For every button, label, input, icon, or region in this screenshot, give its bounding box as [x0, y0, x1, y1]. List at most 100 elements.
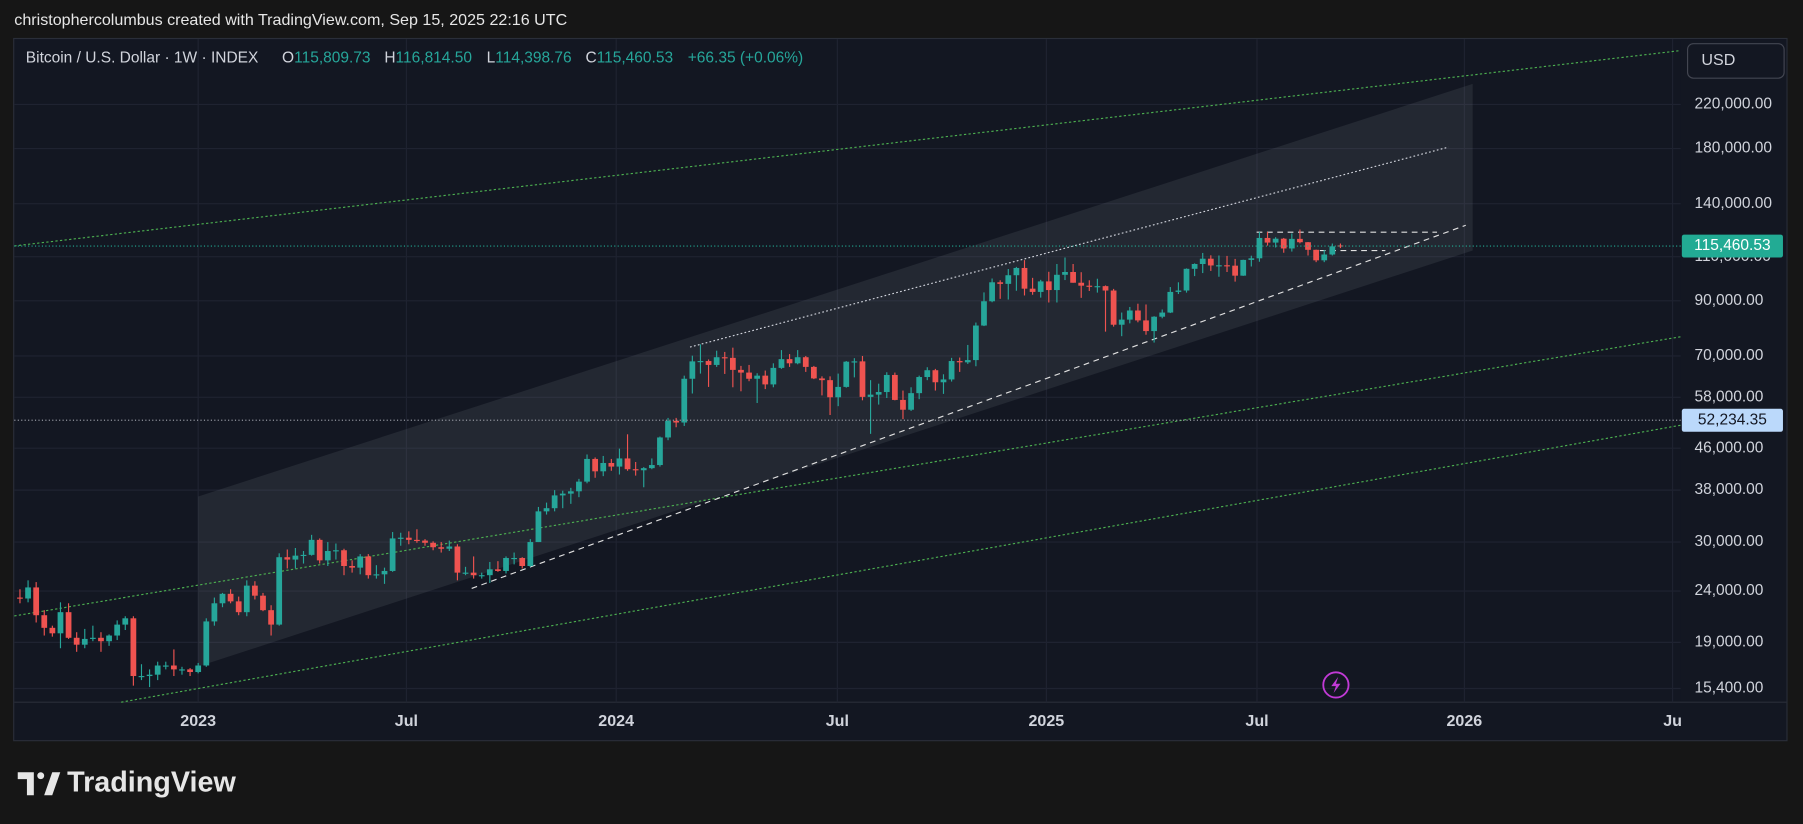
candle-body — [381, 570, 388, 575]
candle-body — [316, 539, 323, 561]
x-tick-label: Jul — [1245, 712, 1268, 730]
candle-body — [956, 361, 963, 363]
candle-body — [681, 378, 688, 423]
candle-body — [1264, 237, 1271, 243]
candle-body — [1005, 275, 1012, 284]
y-tick-label: 180,000.00 — [1694, 140, 1772, 157]
candle-body — [908, 393, 914, 410]
x-tick-label: 2024 — [598, 712, 634, 730]
candle-body — [292, 555, 299, 560]
candle-body — [567, 491, 574, 494]
candle-body — [1329, 246, 1336, 255]
candle-body — [260, 595, 266, 611]
candle-body — [1118, 319, 1125, 325]
candle-body — [1240, 259, 1247, 276]
candle-body — [162, 665, 169, 667]
legend-change: +66.35 (+0.06%) — [688, 50, 803, 67]
y-tick-label: 38,000.00 — [1694, 481, 1763, 498]
candle-body — [324, 551, 331, 561]
legend-key: C — [585, 50, 596, 67]
candle-body — [584, 458, 590, 482]
candle-body — [1337, 245, 1344, 247]
candle-body — [268, 610, 274, 625]
candle-body — [600, 462, 607, 472]
candle-body — [632, 469, 639, 471]
candle-body — [616, 458, 623, 467]
x-tick-label: 2025 — [1028, 712, 1064, 730]
candle-body — [486, 569, 493, 576]
candle-body — [171, 665, 177, 670]
candle-body — [543, 508, 550, 512]
x-tick-label: Jul — [395, 712, 418, 730]
candle-body — [81, 638, 88, 645]
candle-body — [1232, 265, 1238, 276]
candle-body — [25, 587, 31, 599]
candle-body — [1313, 249, 1320, 261]
candle-body — [235, 601, 242, 613]
candle-body — [227, 593, 234, 602]
candle-body — [373, 574, 380, 576]
candle-body — [640, 468, 647, 471]
candle-body — [551, 495, 558, 509]
candle-body — [867, 394, 874, 397]
candle-body — [454, 546, 461, 573]
candle-body — [973, 325, 979, 361]
legend-value: 115,460.53 — [597, 50, 673, 67]
candle-body — [746, 372, 752, 379]
candle-body — [478, 575, 485, 577]
candle-body — [1248, 258, 1255, 260]
candle-body — [1288, 238, 1295, 249]
candle-body — [243, 585, 250, 613]
candle-body — [997, 282, 1004, 284]
legend-value: 114,398.76 — [495, 50, 571, 67]
chart-frame — [13, 37, 1788, 742]
candle-body — [673, 420, 680, 423]
candle-body — [1037, 281, 1044, 292]
alert-icon[interactable] — [1322, 671, 1350, 699]
price-label-box — [1681, 408, 1783, 432]
candle-body — [495, 569, 501, 571]
candle-body — [624, 458, 631, 470]
y-tick-label: 70,000.00 — [1694, 347, 1763, 364]
candle-body — [219, 593, 226, 604]
candle-body — [843, 361, 850, 387]
candle-body — [438, 547, 445, 549]
candle-body — [1224, 265, 1230, 267]
candle-body — [657, 437, 663, 466]
candle-body — [981, 301, 987, 326]
candle-body — [794, 357, 801, 364]
currency[interactable]: USD — [1701, 51, 1735, 69]
candle-body — [308, 539, 315, 555]
candle-body — [1054, 274, 1060, 291]
candle-body — [689, 361, 696, 379]
candle-body — [470, 572, 477, 576]
candle-body — [389, 538, 396, 571]
candle-body — [519, 557, 526, 567]
candle-body — [511, 557, 518, 560]
candle-body — [1175, 290, 1182, 292]
candle-body — [146, 674, 153, 677]
candle-body — [122, 618, 129, 625]
symbol: Bitcoin / U.S. Dollar · 1W · INDEX — [26, 50, 259, 67]
legend-key: L — [487, 50, 496, 67]
candle-body — [430, 542, 436, 548]
candle-body — [810, 366, 817, 379]
candle-body — [713, 357, 720, 365]
candle-body — [1078, 282, 1085, 286]
candle-body — [1045, 281, 1052, 291]
price-label: 52,234.35 — [1698, 411, 1767, 428]
candle-body — [770, 367, 777, 385]
candle-body — [802, 357, 809, 367]
currency-button[interactable] — [1687, 43, 1785, 79]
price-lines: 115,460.53 52,234.35 — [14, 234, 1783, 432]
candle-body — [49, 627, 56, 634]
candle-body — [940, 379, 947, 383]
candle-body — [252, 585, 258, 596]
candle-body — [721, 357, 728, 359]
x-tick-label: 2023 — [180, 712, 216, 730]
candle-body — [851, 361, 858, 363]
legend-key: H — [384, 50, 395, 67]
attribution: christophercolumbus created with Trading… — [14, 11, 567, 29]
